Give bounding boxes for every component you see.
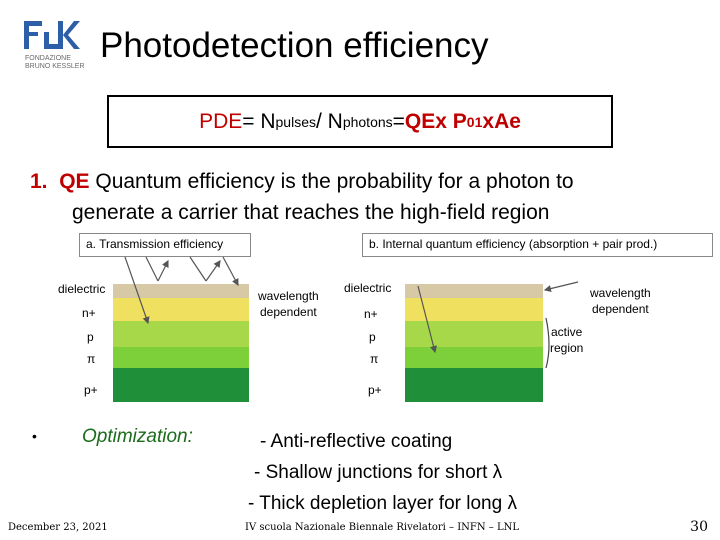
layer-label-p-plus: p+ (84, 383, 98, 397)
fbk-logo: FONDAZIONE BRUNO KESSLER (22, 18, 85, 76)
label-transmission-efficiency: a. Transmission efficiency (79, 233, 251, 257)
layer-label-p: p (369, 330, 376, 344)
layer-label-dielectric: dielectric (344, 281, 392, 295)
item-number: 1. (30, 170, 48, 193)
label-internal-qe: b. Internal quantum efficiency (absorpti… (362, 233, 713, 257)
bullet: • (32, 428, 37, 444)
layer-p-plus (405, 368, 543, 402)
layer-stack-a (113, 284, 249, 402)
optimization-item: - Shallow junctions for short λ (254, 462, 503, 483)
layer-n-plus (405, 298, 543, 321)
wavelength-note-b-text: wavelength dependent (590, 286, 651, 316)
item-text-line1: Quantum efficiency is the probability fo… (89, 170, 574, 193)
layer-pi (405, 347, 543, 368)
photon-arrow (124, 256, 150, 325)
formula-slash: / N (315, 109, 343, 133)
layer-stack-b (405, 284, 543, 402)
photon-arrows-b (417, 281, 579, 369)
formula-eq1: = N (242, 109, 276, 133)
optimization-label: Optimization: (82, 426, 193, 447)
formula-qe: QE (404, 109, 436, 133)
active-region-brace (545, 317, 550, 369)
optimization-item: - Anti-reflective coating (260, 431, 453, 452)
layer-p (113, 321, 249, 347)
layer-dielectric (405, 284, 543, 298)
qe-definition: 1. QE Quantum efficiency is the probabil… (30, 166, 574, 228)
sub-photons: photons (342, 113, 393, 130)
layer-label-pi: π (87, 352, 96, 366)
layer-label-p-plus: p+ (368, 383, 382, 397)
layer-p-plus (113, 368, 249, 402)
footer-school: IV scuola Nazionale Biennale Rivelatori … (245, 522, 519, 533)
active-region-note: active region (550, 324, 583, 356)
page-title: Photodetection efficiency (100, 26, 489, 65)
photon-arrow (189, 256, 207, 282)
layer-dielectric (113, 284, 249, 298)
layer-label-n-plus: n+ (82, 306, 96, 320)
wavelength-note-b: wavelength dependent (590, 285, 651, 317)
layer-pi (113, 347, 249, 368)
layer-label-pi: π (370, 352, 379, 366)
sub-01: 01 (466, 113, 483, 130)
active-region-text: active region (550, 325, 584, 355)
formula-ae: Ae (494, 109, 521, 133)
optimization-list: - Anti-reflective coating - Shallow junc… (248, 426, 517, 519)
formula-x2: x (482, 109, 495, 133)
reflected-arrow (157, 259, 169, 282)
pde-label: PDE (199, 109, 243, 133)
item-text-line2: generate a carrier that reaches the high… (72, 201, 550, 224)
reflected-arrow (205, 260, 221, 282)
wavelength-note-a-text: wavelength dependent (258, 289, 319, 319)
logo-text-1: FONDAZIONE (25, 55, 71, 62)
layer-n-plus (113, 298, 249, 321)
photon-arrow (222, 256, 239, 287)
formula-x1: x P (435, 109, 467, 133)
footer-date: December 23, 2021 (8, 522, 108, 533)
layer-label-dielectric: dielectric (58, 282, 106, 296)
item-qe: QE (59, 170, 90, 193)
page-number: 30 (690, 519, 708, 535)
photon-arrow (417, 285, 437, 354)
formula-eq2: = (392, 109, 405, 133)
wavelength-note-a: wavelength dependent (258, 288, 319, 320)
photon-arrows-a (124, 256, 239, 325)
logo-text-2: BRUNO KESSLER (25, 63, 85, 70)
layer-label-n-plus: n+ (364, 307, 378, 321)
optimization-item: - Thick depletion layer for long λ (248, 493, 517, 514)
sub-pulses: pulses (275, 113, 316, 130)
layer-label-p: p (87, 330, 94, 344)
wavelength-pointer (543, 281, 579, 293)
photon-arrow (145, 256, 159, 282)
